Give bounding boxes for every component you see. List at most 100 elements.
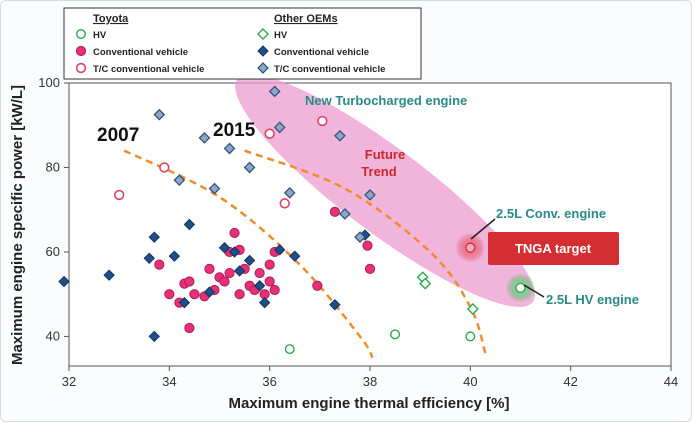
x-tick-label: 42 xyxy=(563,374,577,389)
hv-engine-leader-line xyxy=(523,284,545,298)
annotation-new-turbocharged-engine: New Turbocharged engine xyxy=(305,93,467,108)
point-toyota-hv-1 xyxy=(390,329,401,340)
point-toyota-conv-21 xyxy=(264,276,275,287)
legend-label-other-hv: HV xyxy=(274,30,288,41)
x-tick-label: 36 xyxy=(262,374,276,389)
point-other-tc-8 xyxy=(283,186,296,199)
legend-marker-other-hv xyxy=(257,28,269,40)
legend-box xyxy=(63,7,422,80)
point-other-conv-2 xyxy=(143,252,155,264)
point-toyota-conv-26 xyxy=(329,206,340,217)
point-other-conv-9 xyxy=(218,242,231,254)
point-toyota-conv-14 xyxy=(234,289,245,300)
point-other-tc-0 xyxy=(153,108,166,121)
point-toyota-tc-4 xyxy=(317,115,328,127)
x-tick-label: 34 xyxy=(162,374,176,389)
point-other-tc-4 xyxy=(223,142,236,155)
legend-label-other-conv: Conventional vehicle xyxy=(274,47,369,58)
point-toyota-conv-28 xyxy=(364,263,376,274)
point-toyota-conv-0 xyxy=(154,259,165,270)
point-other-tc-7 xyxy=(273,121,286,134)
legend: Toyota Other OEMs HV Conventional vehicl… xyxy=(63,7,422,80)
point-other-tc-5 xyxy=(243,161,256,174)
point-toyota-hv-2 xyxy=(465,331,476,342)
legend-title-toyota: Toyota xyxy=(93,13,129,25)
point-other-conv-17 xyxy=(329,299,341,311)
point-toyota-conv-25 xyxy=(312,280,323,291)
point-toyota-tc-2 xyxy=(264,128,275,139)
point-toyota-conv-20 xyxy=(264,259,275,270)
point-toyota-conv-5 xyxy=(189,289,200,300)
tnga-target-label: TNGA target xyxy=(515,241,592,256)
point-other-conv-14 xyxy=(258,296,271,309)
point-toyota-conv-23 xyxy=(269,284,280,296)
legend-marker-other-tc xyxy=(257,62,269,74)
point-other-tc-1 xyxy=(173,174,186,186)
point-other-conv-0 xyxy=(58,275,70,288)
point-toyota-conv-27 xyxy=(362,240,373,251)
point-toyota-conv-18 xyxy=(254,267,265,279)
point-other-conv-11 xyxy=(233,265,246,277)
trend-line-2015 xyxy=(244,149,487,354)
legend-label-toyota-tc: T/C conventional vehicle xyxy=(93,64,204,75)
point-other-tc-2 xyxy=(198,132,211,144)
x-tick-label: 38 xyxy=(363,374,377,389)
point-other-tc-3 xyxy=(208,182,221,195)
annotation-hv-engine: 2.5L HV engine xyxy=(546,292,639,307)
point-other-tc-12 xyxy=(364,189,376,201)
point-other-tc-10 xyxy=(339,208,351,220)
point-other-tc-6 xyxy=(268,85,281,98)
conv-engine-marker xyxy=(465,242,476,253)
point-toyota-hv-0 xyxy=(284,344,295,355)
point-other-conv-7 xyxy=(183,218,196,231)
legend-label-other-tc: T/C conventional vehicle xyxy=(274,64,385,75)
y-tick-label: 80 xyxy=(46,159,60,174)
annotation-future-line1: Future xyxy=(365,147,405,162)
point-toyota-conv-7 xyxy=(204,263,215,274)
legend-marker-toyota-conv xyxy=(75,45,87,57)
trend-line-2007 xyxy=(123,149,374,359)
annotation-future-line2: Trend xyxy=(361,164,396,179)
point-other-tc-11 xyxy=(354,231,366,244)
point-other-conv-4 xyxy=(148,330,160,343)
tnga-target-box xyxy=(488,232,619,265)
legend-marker-other-conv xyxy=(257,45,269,57)
point-toyota-conv-29 xyxy=(184,322,195,334)
point-other-conv-12 xyxy=(243,254,256,267)
point-toyota-conv-10 xyxy=(219,276,230,287)
point-other-conv-8 xyxy=(203,286,216,298)
point-other-conv-13 xyxy=(253,280,266,292)
point-other-hv-1 xyxy=(419,277,432,290)
point-toyota-conv-1 xyxy=(164,289,175,300)
point-other-conv-16 xyxy=(289,250,301,262)
trend-label-2015: 2015 xyxy=(213,120,256,141)
trend-label-2007: 2007 xyxy=(97,125,139,146)
point-other-conv-6 xyxy=(178,296,191,309)
point-other-conv-10 xyxy=(228,246,241,258)
legend-title-other-oems: Other OEMs xyxy=(274,13,338,25)
legend-label-toyota-conv: Conventional vehicle xyxy=(93,47,188,58)
legend-marker-toyota-hv xyxy=(75,29,86,40)
x-axis-label: Maximum engine thermal efficiency [%] xyxy=(229,395,510,412)
point-toyota-tc-0 xyxy=(113,189,125,201)
point-toyota-tc-3 xyxy=(279,198,290,209)
point-other-tc-9 xyxy=(334,129,346,142)
y-axis-label: Maximum engine specific power [kW/L] xyxy=(9,85,26,365)
point-other-conv-1 xyxy=(103,269,115,281)
legend-label-toyota-hv: HV xyxy=(93,30,107,41)
conv-engine-leader-line xyxy=(470,218,496,240)
point-other-hv-2 xyxy=(466,302,479,315)
point-toyota-conv-4 xyxy=(184,276,195,287)
point-toyota-tc-1 xyxy=(159,162,170,173)
x-tick-label: 40 xyxy=(463,374,477,389)
y-tick-label: 100 xyxy=(38,75,60,90)
y-tick-label: 60 xyxy=(46,244,60,259)
annotation-conv-engine: 2.5L Conv. engine xyxy=(496,206,606,221)
legend-marker-toyota-tc xyxy=(75,62,87,74)
x-tick-label: 44 xyxy=(664,374,678,389)
hv-engine-marker xyxy=(515,282,526,294)
point-other-conv-3 xyxy=(148,231,160,243)
x-tick-label: 32 xyxy=(62,374,76,389)
